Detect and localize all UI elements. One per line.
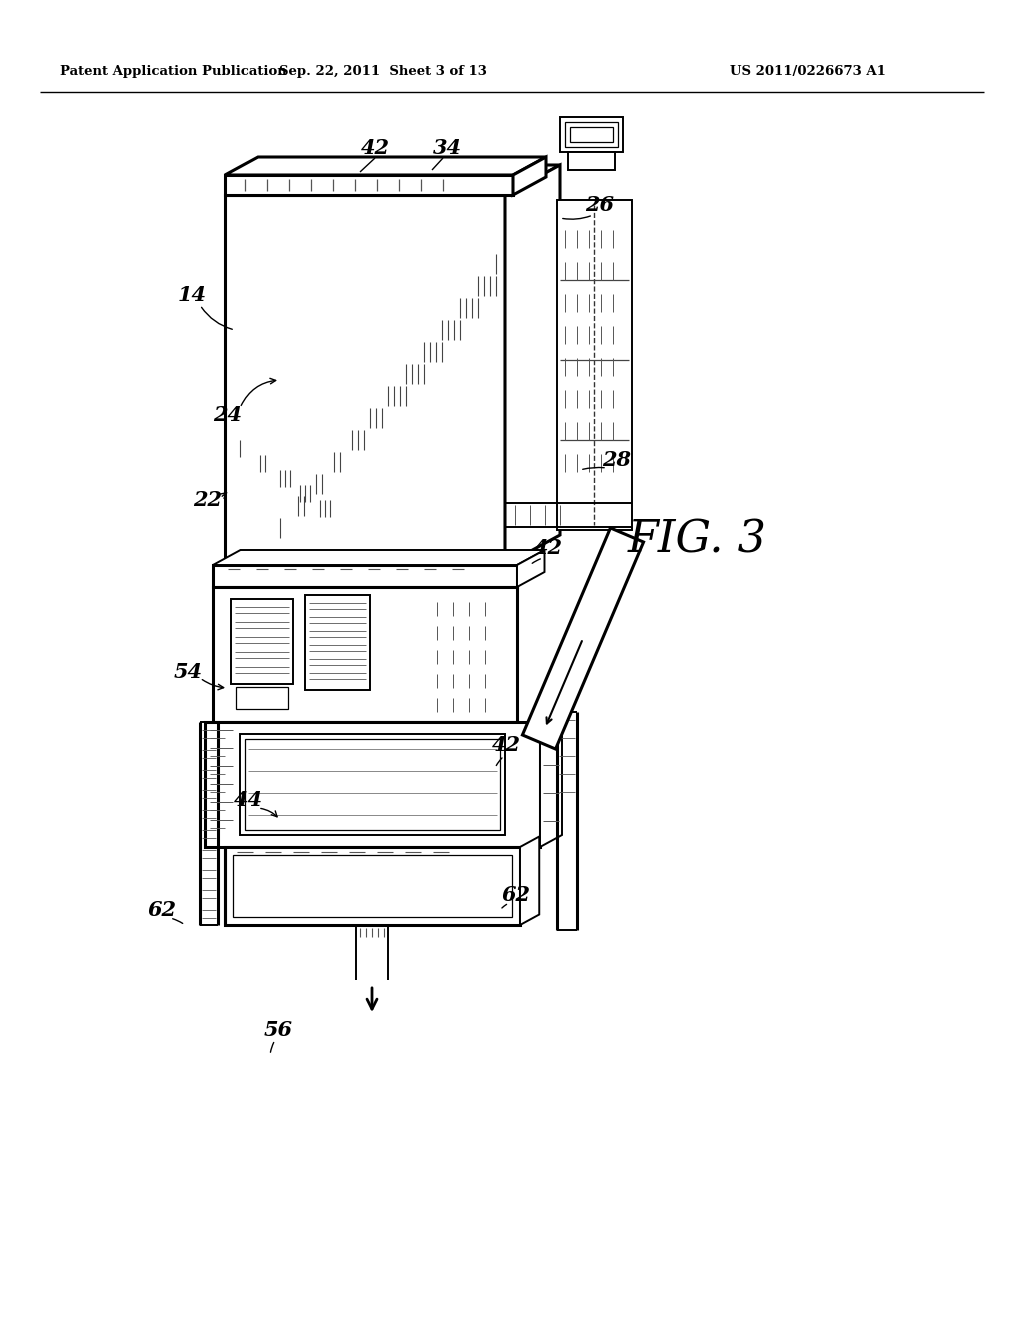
Bar <box>305 595 370 690</box>
Bar <box>560 117 623 152</box>
Text: 42: 42 <box>492 735 520 755</box>
Text: 54: 54 <box>173 663 203 682</box>
Bar <box>225 847 520 925</box>
Bar <box>213 565 517 587</box>
Polygon shape <box>213 550 545 565</box>
Bar <box>225 195 505 565</box>
Bar <box>225 176 513 195</box>
Bar <box>231 599 293 684</box>
Bar <box>570 127 613 143</box>
Text: 44: 44 <box>233 789 262 810</box>
Text: 56: 56 <box>263 1020 293 1040</box>
Bar <box>245 739 500 830</box>
Text: 34: 34 <box>432 139 462 158</box>
Polygon shape <box>505 165 560 565</box>
Polygon shape <box>225 165 560 195</box>
Bar <box>557 201 632 531</box>
Polygon shape <box>522 528 643 748</box>
Text: 22: 22 <box>194 490 222 510</box>
Bar <box>568 152 615 170</box>
Bar <box>233 855 512 917</box>
Text: US 2011/0226673 A1: US 2011/0226673 A1 <box>730 66 886 78</box>
Text: 28: 28 <box>602 450 632 470</box>
Polygon shape <box>517 550 545 587</box>
Polygon shape <box>540 710 562 847</box>
Bar <box>236 686 288 709</box>
Text: 62: 62 <box>502 884 530 906</box>
Polygon shape <box>520 837 540 925</box>
Text: 14: 14 <box>177 285 207 305</box>
Bar <box>240 734 505 836</box>
Text: 62: 62 <box>147 900 176 920</box>
Bar <box>213 587 517 722</box>
Text: 42: 42 <box>534 539 562 558</box>
Bar <box>565 121 618 147</box>
Text: 42: 42 <box>360 139 389 158</box>
Polygon shape <box>225 157 546 176</box>
Text: 26: 26 <box>586 195 614 215</box>
Polygon shape <box>513 157 546 195</box>
Bar <box>205 722 540 847</box>
Text: 24: 24 <box>213 405 243 425</box>
Text: FIG. 3: FIG. 3 <box>628 519 767 561</box>
Text: Sep. 22, 2011  Sheet 3 of 13: Sep. 22, 2011 Sheet 3 of 13 <box>280 66 487 78</box>
Text: Patent Application Publication: Patent Application Publication <box>60 66 287 78</box>
